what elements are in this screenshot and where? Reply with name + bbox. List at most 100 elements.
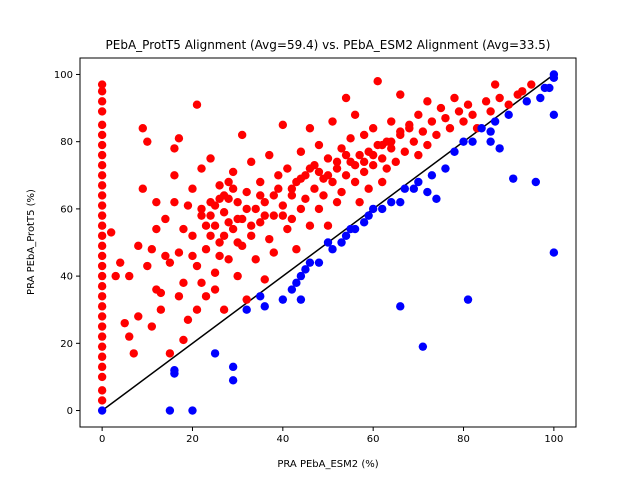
data-point: [97, 181, 107, 190]
data-point: [170, 144, 179, 153]
data-point: [436, 103, 446, 113]
data-point: [337, 187, 346, 197]
data-point: [486, 107, 495, 116]
data-point: [197, 278, 206, 288]
data-point: [97, 251, 107, 261]
data-point: [210, 349, 220, 358]
data-point: [296, 174, 306, 183]
data-point: [418, 127, 428, 136]
data-point: [165, 406, 175, 415]
data-point: [301, 265, 310, 274]
data-point: [192, 100, 202, 109]
data-point: [364, 211, 373, 220]
data-point: [179, 278, 188, 288]
data-point: [283, 224, 292, 234]
data-point: [134, 312, 143, 321]
data-point: [278, 120, 288, 130]
data-point: [97, 161, 107, 170]
data-point: [260, 211, 269, 220]
data-point: [387, 144, 396, 153]
data-point: [278, 295, 288, 304]
data-point: [296, 295, 306, 304]
data-point: [256, 177, 265, 187]
data-point: [328, 117, 337, 126]
data-point: [387, 197, 396, 207]
data-point: [143, 137, 152, 146]
data-point: [147, 322, 157, 331]
data-point: [97, 362, 107, 372]
x-tick-label: 60: [367, 434, 380, 445]
data-point: [224, 218, 233, 227]
data-point: [215, 238, 224, 247]
data-point: [251, 255, 260, 264]
data-point: [359, 130, 369, 140]
data-point: [522, 97, 531, 106]
data-point: [490, 80, 500, 89]
data-point: [174, 134, 184, 143]
data-point: [396, 197, 405, 207]
data-point: [432, 130, 441, 140]
data-point: [174, 248, 184, 257]
data-point: [138, 184, 147, 193]
data-point: [368, 204, 378, 214]
data-point: [445, 124, 455, 133]
data-point: [314, 204, 324, 214]
data-point: [256, 218, 265, 227]
data-point: [192, 305, 202, 314]
data-point: [486, 127, 495, 136]
data-point: [391, 157, 400, 167]
data-point: [256, 292, 265, 301]
data-point: [97, 201, 107, 210]
data-point: [188, 231, 197, 240]
x-tick-label: 0: [99, 434, 105, 445]
data-point: [97, 322, 107, 331]
data-point: [97, 87, 107, 96]
data-point: [328, 177, 337, 187]
data-point: [161, 251, 170, 261]
data-point: [355, 197, 364, 207]
data-point: [481, 97, 491, 106]
x-axis: 0 20 40 60 80 100: [99, 427, 563, 445]
data-point: [219, 231, 229, 240]
data-point: [378, 140, 387, 150]
data-point: [549, 73, 559, 83]
data-point: [265, 234, 274, 244]
data-point: [323, 171, 333, 180]
data-point: [278, 211, 288, 220]
data-point: [97, 292, 107, 301]
data-point: [97, 140, 107, 150]
data-point: [396, 90, 405, 99]
data-point: [97, 130, 107, 140]
data-point: [531, 177, 540, 187]
data-point: [242, 187, 251, 197]
data-point: [97, 231, 107, 240]
data-point: [405, 120, 414, 130]
data-point: [120, 318, 129, 328]
data-point: [201, 292, 211, 301]
data-point: [490, 117, 500, 126]
data-point: [97, 221, 107, 230]
data-point: [323, 238, 333, 247]
data-point: [441, 164, 450, 173]
data-point: [350, 110, 360, 119]
data-point: [206, 231, 215, 240]
data-point: [97, 191, 107, 200]
data-point: [305, 221, 315, 230]
data-point: [97, 120, 107, 130]
data-point: [269, 248, 278, 257]
data-point: [549, 248, 559, 257]
y-axis: 0 20 40 60 80 100: [54, 70, 80, 417]
data-point: [418, 342, 428, 351]
data-point: [341, 171, 351, 180]
data-point: [256, 191, 265, 200]
data-point: [228, 362, 238, 372]
data-point: [97, 396, 107, 405]
data-point: [341, 231, 351, 240]
y-tick-label: 60: [60, 204, 73, 215]
data-point: [242, 295, 251, 304]
data-point: [504, 110, 513, 119]
data-point: [310, 184, 319, 193]
data-point: [219, 305, 229, 314]
data-point: [97, 107, 107, 116]
data-point: [400, 184, 409, 193]
